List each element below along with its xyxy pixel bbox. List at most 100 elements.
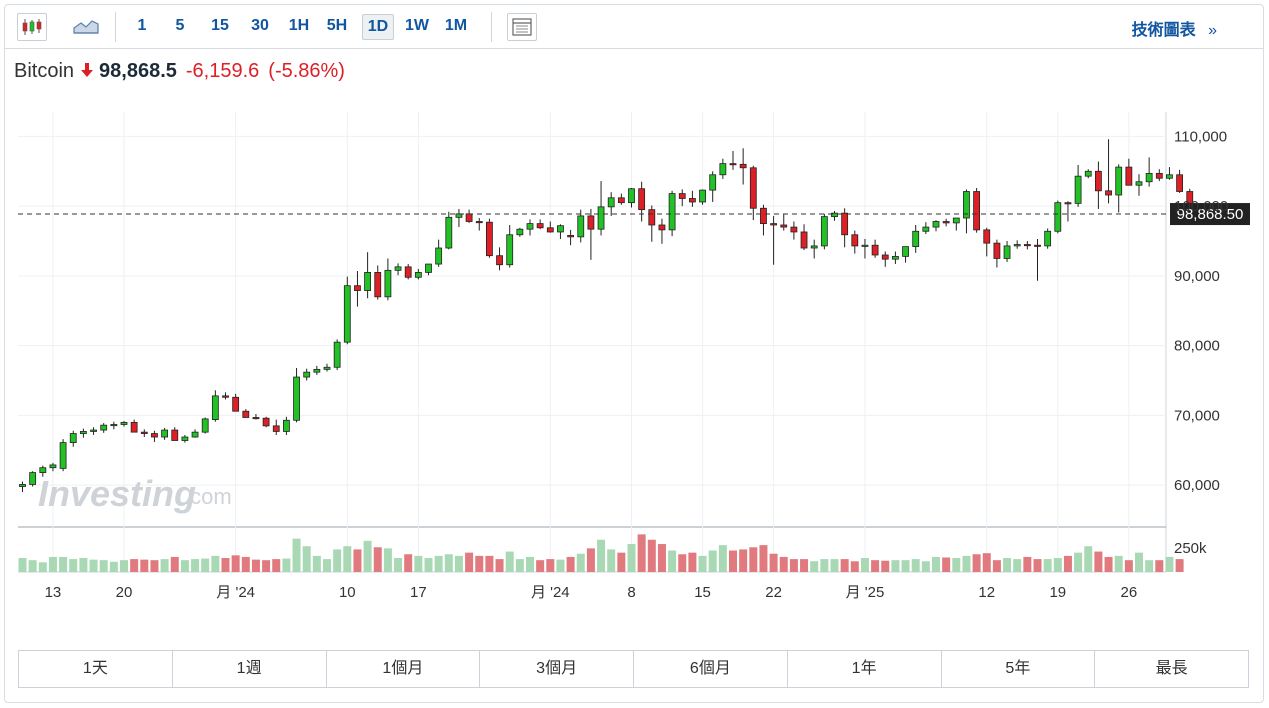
candle (323, 363, 331, 372)
candle-body (1125, 166, 1133, 186)
candle-body (1054, 202, 1062, 232)
timeframe-5[interactable]: 5 (175, 17, 185, 34)
volume-bar (921, 561, 930, 572)
instrument-header: Bitcoin 98,868.5 -6,159.6 (-5.86%) (14, 60, 345, 83)
technical-chart-link[interactable]: 技術圖表 » (1132, 16, 1217, 40)
volume-tick-label: 250k (1174, 540, 1207, 557)
candle (1145, 157, 1153, 187)
range-6m[interactable]: 6個月 (634, 651, 788, 687)
volume-bar (627, 544, 636, 572)
candle-body (435, 247, 443, 265)
range-1y[interactable]: 1年 (788, 651, 942, 687)
candle (90, 427, 97, 435)
candle (384, 258, 392, 301)
candle (689, 190, 696, 207)
volume-bar (251, 559, 260, 572)
candle (912, 224, 920, 253)
candlestick-chart-icon[interactable] (17, 13, 47, 41)
timeframe-1h[interactable]: 1H (288, 17, 310, 34)
candle (394, 263, 402, 276)
range-1w[interactable]: 1週 (173, 651, 327, 687)
candle (729, 151, 737, 170)
candle-body (932, 221, 940, 228)
candle (1176, 169, 1183, 193)
candle-body (689, 198, 696, 203)
candle (455, 208, 463, 228)
candle (658, 218, 666, 244)
watermark-brand: Investing (38, 473, 196, 514)
range-1m[interactable]: 1個月 (327, 651, 481, 687)
candle (59, 439, 67, 472)
volume-bar (150, 560, 159, 572)
candle (841, 208, 849, 248)
candle-body (1095, 170, 1102, 192)
candle (1115, 164, 1123, 213)
range-5y[interactable]: 5年 (942, 651, 1096, 687)
volume-bar (241, 556, 250, 572)
timeframe-1m[interactable]: 1M (444, 17, 468, 34)
candle-body (110, 424, 118, 427)
volume-bar (840, 559, 849, 572)
volume-bar (515, 559, 524, 572)
volume-bar (769, 553, 778, 572)
candle-body (49, 464, 57, 469)
candle (526, 219, 534, 236)
candle (820, 213, 828, 250)
candle (648, 205, 656, 242)
volume-bar (932, 556, 940, 572)
volume-bar (221, 558, 230, 572)
timeframe-1d[interactable]: 1D (362, 14, 394, 40)
timeframe-30[interactable]: 30 (251, 17, 269, 34)
volume-bar (617, 552, 626, 572)
volume-bar (586, 548, 595, 572)
volume-bar (952, 558, 961, 572)
candle (242, 409, 250, 418)
timeframe-1w[interactable]: 1W (405, 17, 429, 34)
range-1d[interactable]: 1天 (19, 651, 173, 687)
volume-bar (302, 546, 311, 572)
candle (1095, 161, 1102, 209)
candle (942, 218, 950, 227)
candle-body (628, 188, 635, 204)
area-chart-icon[interactable] (71, 13, 101, 39)
range-selector: 1天 1週 1個月 3個月 6個月 1年 5年 最長 (18, 650, 1249, 688)
candle-body (993, 242, 1001, 259)
candle (973, 188, 980, 233)
candle-body (1013, 244, 1021, 247)
y-axis: 60,000 70,000 80,000 90,000 110,000 100,000 25… (1174, 128, 1228, 557)
timeframe-1[interactable]: 1 (137, 17, 147, 34)
candle (831, 211, 838, 221)
chart-panel-icon[interactable] (507, 13, 537, 41)
candle-body (1115, 166, 1123, 196)
candle-body (414, 272, 422, 278)
candle-body (303, 371, 311, 378)
candle (496, 247, 503, 271)
volume-bar (343, 546, 352, 572)
candle (465, 209, 473, 223)
candle-body (983, 229, 991, 244)
volume-bar (647, 539, 656, 572)
candle (414, 268, 422, 280)
candle-body (465, 213, 473, 222)
volume-bar (1084, 546, 1093, 572)
candlestick-chart[interactable]: Investing .com 98,868.50 60,000 70,000 80,… (0, 0, 1269, 640)
range-max[interactable]: 最長 (1155, 660, 1188, 677)
technical-chart-label: 技術圖表 (1131, 22, 1196, 39)
candle (435, 239, 443, 267)
last-price-line: 98,868.50 (18, 203, 1250, 226)
timeframe-5h[interactable]: 5H (326, 17, 348, 34)
candle (546, 221, 554, 233)
candle-body (638, 188, 646, 211)
candle-body (567, 235, 574, 238)
candle-body (557, 225, 564, 233)
candle-body (861, 244, 869, 247)
volume-bar (140, 559, 149, 572)
timeframe-15[interactable]: 15 (211, 17, 229, 34)
volume-bar (99, 560, 108, 572)
volume-bar (942, 557, 951, 572)
chart-toolbar: 1 5 15 30 1H 5H 1D 1W 1M 技術圖表 » (5, 5, 1263, 49)
volume-bar (718, 545, 727, 572)
candle-body (384, 269, 392, 298)
volume-bar (505, 551, 514, 572)
range-3m[interactable]: 3個月 (480, 651, 634, 687)
